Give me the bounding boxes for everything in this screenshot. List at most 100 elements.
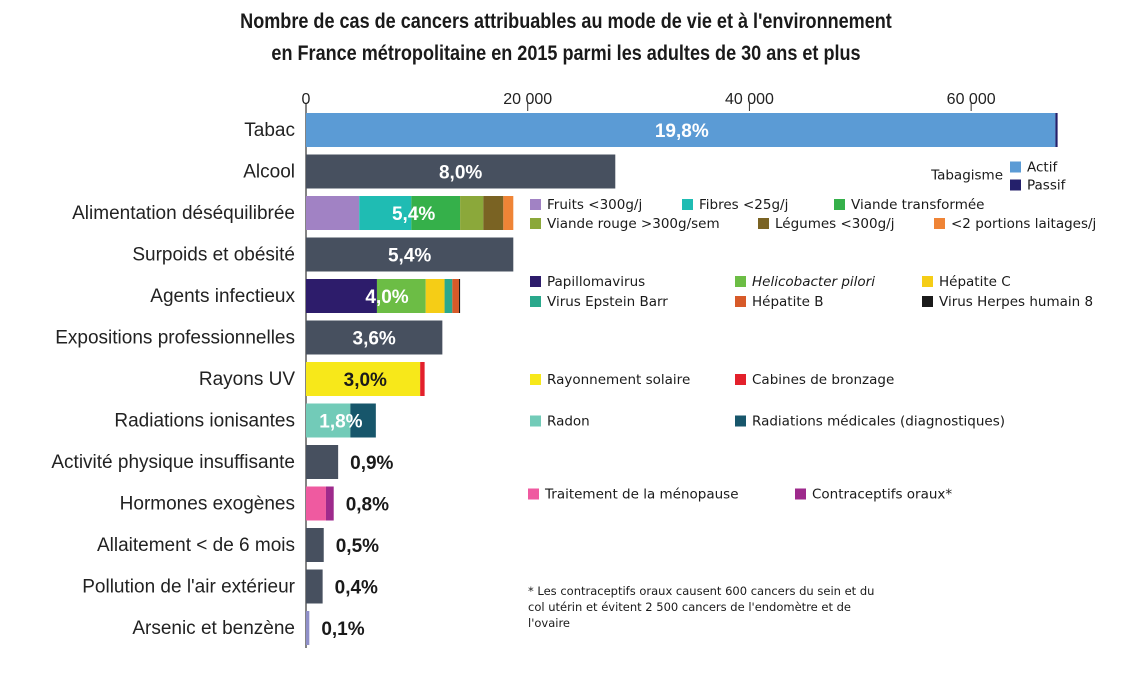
bar-segment xyxy=(458,279,461,313)
x-tick-label: 40 000 xyxy=(725,91,774,108)
category-label: Alimentation déséquilibrée xyxy=(72,203,295,224)
legend-swatch xyxy=(922,296,933,307)
bar-segment xyxy=(460,196,484,230)
bar-segment xyxy=(444,279,453,313)
value-label: 1,8% xyxy=(319,412,362,433)
value-label: 0,5% xyxy=(336,536,379,557)
legend-swatch xyxy=(530,374,541,385)
legend-swatch xyxy=(735,415,746,427)
legend-label: Radon xyxy=(547,414,590,430)
category-label: Alcool xyxy=(243,162,295,183)
bar-segment xyxy=(306,320,443,355)
bar-segment xyxy=(376,279,426,313)
category-label: Radiations ionisantes xyxy=(114,411,295,432)
bar-segment xyxy=(359,196,412,230)
legend-label: <2 portions laitages/j xyxy=(951,216,1096,232)
bar-segment xyxy=(503,196,514,230)
value-label: 0,8% xyxy=(346,495,389,516)
legend-swatch xyxy=(795,488,806,500)
legend-label: Contraceptifs oraux* xyxy=(812,487,952,503)
legend-label: Viande rouge >300g/sem xyxy=(547,216,720,232)
footnote-line: * Les contraceptifs oraux causent 600 ca… xyxy=(528,584,874,598)
chart-title-line-2: en France métropolitaine en 2015 parmi l… xyxy=(271,42,861,65)
value-label: 0,9% xyxy=(350,453,393,474)
legend-swatch xyxy=(1010,179,1021,191)
legend-swatch xyxy=(735,276,746,287)
legend-group-title: Tabagisme xyxy=(930,168,1003,184)
legend-swatch xyxy=(530,218,541,229)
value-label: 3,6% xyxy=(353,329,396,350)
bar-segment xyxy=(306,237,514,272)
bar-segment xyxy=(483,196,504,230)
footnote-line: l'ovaire xyxy=(528,616,570,630)
legend-swatch xyxy=(528,488,539,500)
legend-label: Passif xyxy=(1027,178,1067,194)
category-label: Agents infectieux xyxy=(150,286,295,307)
legend-swatch xyxy=(834,199,845,210)
bar-segment xyxy=(306,362,421,396)
value-label: 5,4% xyxy=(388,246,431,267)
value-label: 19,8% xyxy=(655,121,709,142)
legend-swatch xyxy=(735,296,746,307)
legend-label: Actif xyxy=(1027,160,1058,176)
legend-label: Virus Epstein Barr xyxy=(547,294,668,310)
value-label: 3,0% xyxy=(344,370,387,391)
bar-segment xyxy=(425,279,445,313)
legend-swatch xyxy=(735,374,746,385)
footnote-line: col utérin et évitent 2 500 cancers de l… xyxy=(528,600,851,614)
bar-segment xyxy=(306,611,310,645)
legend-swatch xyxy=(530,296,541,307)
bar-segment xyxy=(411,196,461,230)
category-label: Activité physique insuffisante xyxy=(51,452,295,473)
bar-segment xyxy=(306,445,339,479)
category-label: Pollution de l'air extérieur xyxy=(82,577,295,598)
bar-segment xyxy=(306,154,616,189)
value-label: 0,4% xyxy=(335,578,378,599)
chart-title-line-1: Nombre de cas de cancers attribuables au… xyxy=(240,10,892,33)
x-tick-label: 20 000 xyxy=(503,91,552,108)
legend-label: Viande transformée xyxy=(851,197,984,213)
legend-swatch xyxy=(530,276,541,287)
legend-label: Radiations médicales (diagnostiques) xyxy=(752,414,1005,430)
bar-segment xyxy=(306,113,1056,147)
legend-label: Fruits <300g/j xyxy=(547,197,642,213)
category-label: Rayons UV xyxy=(199,369,295,390)
bar-segment xyxy=(306,569,323,604)
legend-label: Hépatite B xyxy=(752,294,824,310)
bar-segment xyxy=(306,196,360,230)
value-label: 5,4% xyxy=(392,204,435,225)
legend-swatch xyxy=(934,218,945,229)
legend-label: Fibres <25g/j xyxy=(699,197,788,213)
bar-segment xyxy=(452,279,459,313)
bar-segment xyxy=(420,362,425,396)
category-label: Arsenic et benzène xyxy=(132,618,295,639)
legend-label: Papillomavirus xyxy=(547,274,645,290)
bar-segment xyxy=(306,403,351,438)
legend-swatch xyxy=(682,199,693,210)
legend-label: Traitement de la ménopause xyxy=(544,487,739,503)
category-label: Expositions professionnelles xyxy=(55,328,295,349)
legend-swatch xyxy=(530,199,541,210)
x-tick-label: 60 000 xyxy=(947,91,996,108)
legend-label: Cabines de bronzage xyxy=(752,372,894,388)
legend-swatch xyxy=(758,218,769,229)
bar-segment xyxy=(306,528,324,562)
bar-segment xyxy=(306,279,377,313)
value-label: 0,1% xyxy=(321,619,364,640)
legend-label: Helicobacter pilori xyxy=(752,274,875,290)
legend-label: Virus Herpes humain 8 xyxy=(939,294,1093,310)
bar-segment xyxy=(350,403,376,438)
category-label: Tabac xyxy=(244,120,295,141)
x-tick-label: 0 xyxy=(302,91,311,108)
legend-label: Légumes <300g/j xyxy=(775,216,894,232)
value-label: 4,0% xyxy=(365,287,408,308)
bar-segment xyxy=(1055,113,1058,147)
category-label: Allaitement < de 6 mois xyxy=(97,535,295,556)
category-label: Surpoids et obésité xyxy=(132,245,295,266)
category-label: Hormones exogènes xyxy=(120,494,295,515)
bar-segment xyxy=(306,486,326,521)
legend-swatch xyxy=(922,276,933,287)
value-label: 8,0% xyxy=(439,163,482,184)
